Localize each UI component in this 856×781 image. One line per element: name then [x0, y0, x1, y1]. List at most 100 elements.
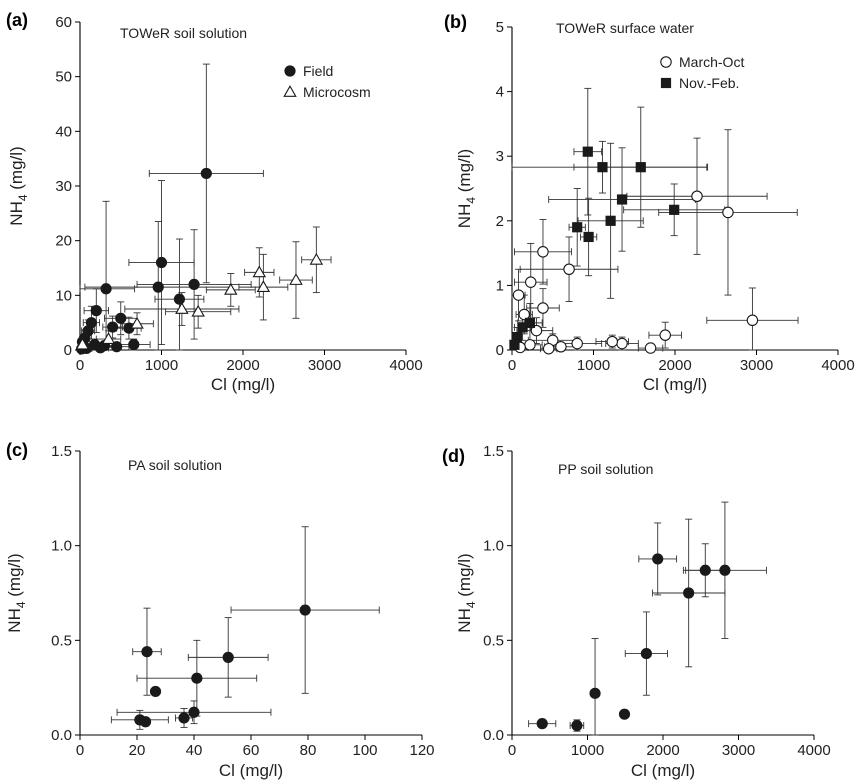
panel-b-title: TOWeR surface water — [556, 20, 694, 36]
panel-b-point-march-oct — [542, 342, 555, 355]
panel-b-y-tick-label: 0 — [496, 342, 504, 359]
panel-d-x-tick-label: 3000 — [722, 742, 755, 759]
panel-b-x-tick-label: 3000 — [740, 357, 773, 374]
panel-a-point-field — [90, 305, 102, 317]
panel-b-point-march-oct — [518, 308, 530, 321]
panel-b-label: (b) — [444, 12, 467, 32]
panel-a-point-field — [94, 342, 106, 354]
panel-a-point-field — [100, 283, 112, 295]
panel-b-legend-marker — [660, 77, 672, 89]
panel-a-point-microcosm — [309, 252, 324, 265]
panel-b-point-march-oct — [537, 302, 549, 314]
panel-d-y-tick-label: 0.0 — [483, 727, 504, 744]
panel-a-point-field — [111, 341, 123, 353]
panel-b-x-tick-label: 4000 — [821, 357, 854, 374]
panel-c-point-data — [191, 672, 203, 684]
panel-c-y-label: NH4 (mg/l) — [5, 553, 28, 632]
panel-b-point-nov-feb- — [582, 146, 593, 157]
panel-a-y-tick-label: 0 — [64, 342, 72, 359]
panel-b-point-march-oct — [524, 339, 536, 351]
panel-a-x-tick-label: 1000 — [145, 357, 178, 374]
panel-a-legend-label: Field — [303, 63, 333, 79]
panel-c-x-tick-label: 100 — [352, 742, 377, 759]
panel-a-legend-marker — [284, 65, 296, 77]
panel-d-y-tick-label: 1.0 — [483, 538, 504, 555]
panel-d-point-data — [618, 708, 631, 720]
panel-b-y-tick-label: 5 — [496, 19, 504, 36]
panel-c-y-tick-label: 0.0 — [51, 727, 72, 744]
panel-b-y-tick-label: 4 — [496, 84, 504, 101]
panel-d-y-tick-label: 0.5 — [483, 632, 504, 649]
panel-b-y-label: NH4 (mg/l) — [455, 149, 478, 228]
panel-d-point-data — [719, 564, 731, 576]
panel-b-point-march-oct — [644, 342, 657, 354]
panel-a-point-field — [152, 281, 164, 293]
panel-b-point-nov-feb- — [616, 194, 628, 205]
panel-c-x-tick-label: 80 — [300, 742, 317, 759]
panel-a-point-microcosm — [252, 265, 267, 278]
panel-c-x-tick-label: 120 — [409, 742, 434, 759]
panel-a-point-field — [155, 256, 168, 269]
panel-a-y-tick-label: 30 — [55, 178, 72, 195]
panel-c-label: (c) — [6, 440, 28, 460]
panel-b-point-march-oct — [606, 335, 618, 348]
panel-a-label: (a) — [6, 10, 28, 30]
panel-a-point-field — [115, 312, 127, 324]
panel-b-point-march-oct — [555, 341, 567, 353]
panel-a-point-microcosm — [289, 273, 303, 285]
panel-c-x-tick-label: 0 — [76, 742, 84, 759]
panel-a-y-tick-label: 60 — [55, 14, 72, 31]
panel-b-point-march-oct — [746, 314, 759, 327]
panel-b-x-tick-label: 2000 — [658, 357, 691, 374]
panel-a-legend-label: Microcosm — [303, 84, 371, 100]
panel-c-x-tick-label: 20 — [129, 742, 146, 759]
panel-d-label: (d) — [442, 446, 465, 466]
panel-d-point-data — [536, 718, 548, 730]
panel-d-x-label: Cl (mg/l) — [631, 761, 695, 780]
panel-d-point-data — [640, 647, 652, 660]
panel-a-point-microcosm — [75, 337, 90, 350]
panel-b-point-march-oct — [512, 289, 525, 301]
panel-d-y-tick-label: 1.5 — [483, 443, 504, 460]
panel-b-point-march-oct — [691, 190, 703, 203]
panel-a-point-field — [107, 321, 119, 333]
panel-d-point-data — [683, 587, 695, 599]
panel-b-y-tick-label: 3 — [496, 148, 504, 165]
panel-b-x-tick-label: 1000 — [577, 357, 610, 374]
panel-c-point-data — [141, 646, 153, 658]
panel-a-x-tick-label: 2000 — [226, 357, 259, 374]
panel-a-y-tick-label: 20 — [55, 233, 72, 250]
panel-b-point-march-oct — [524, 276, 537, 288]
panel-a-point-field — [200, 167, 212, 180]
panel-a-title: TOWeR soil solution — [120, 25, 247, 41]
panel-b-point-march-oct — [616, 337, 628, 350]
panel-b-point-nov-feb- — [583, 231, 594, 243]
panel-c-title: PA soil solution — [128, 457, 222, 473]
panel-c-x-label: Cl (mg/l) — [219, 761, 283, 780]
panel-b-legend-label: March-Oct — [679, 54, 744, 70]
panel-b-point-march-oct — [571, 337, 583, 350]
panel-d-x-tick-label: 4000 — [797, 742, 830, 759]
panel-b-point-march-oct — [530, 324, 543, 337]
panel-c-point-data — [139, 716, 152, 728]
panel-b-point-march-oct — [563, 263, 575, 275]
panel-a-point-field — [173, 293, 186, 305]
panel-c-y-tick-label: 1.0 — [51, 538, 72, 555]
panel-a-legend-marker — [283, 85, 297, 97]
panel-b-point-nov-feb- — [517, 322, 528, 333]
panel-a-y-tick-label: 50 — [55, 69, 72, 86]
panel-b-point-nov-feb- — [669, 204, 680, 215]
panel-b-point-march-oct — [722, 206, 734, 219]
panel-d-point-data — [652, 553, 664, 565]
panel-b-x-label: Cl (mg/l) — [643, 375, 707, 394]
panel-c-point-data — [188, 706, 200, 718]
panel-b-point-nov-feb- — [597, 162, 608, 173]
panel-b-y-tick-label: 2 — [496, 213, 504, 230]
panel-b-point-march-oct — [537, 246, 549, 258]
panel-c-x-tick-label: 40 — [186, 742, 203, 759]
panel-d-title: PP soil solution — [558, 461, 653, 477]
panel-c-x-tick-label: 60 — [243, 742, 260, 759]
panel-b-point-nov-feb- — [509, 339, 520, 350]
panel-a-y-tick-label: 10 — [55, 287, 72, 304]
